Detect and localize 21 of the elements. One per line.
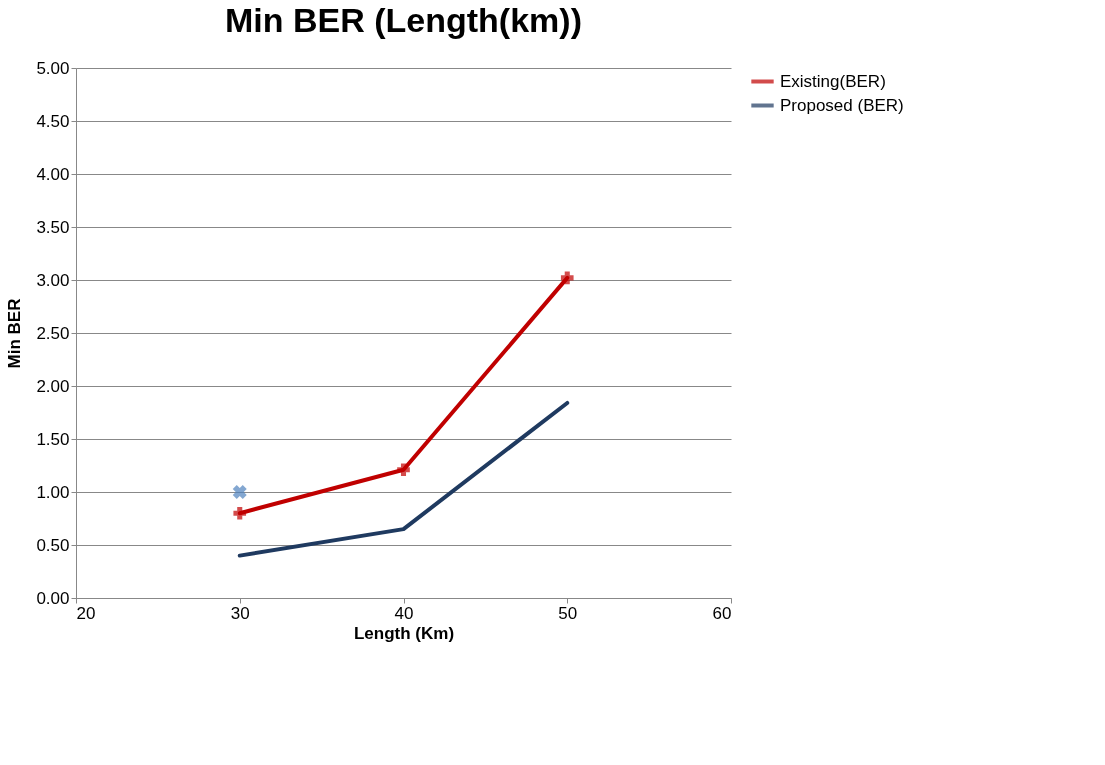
y-tick-label: 3.50 xyxy=(36,217,70,237)
y-tick-label: 1.50 xyxy=(36,429,70,449)
x-tick-label: 20 xyxy=(76,603,96,623)
y-tick-label: 3.00 xyxy=(36,270,70,290)
y-tick-label: 4.00 xyxy=(36,164,70,184)
x-tick-label: 40 xyxy=(394,603,414,623)
y-tick-label: 2.00 xyxy=(36,376,70,396)
x-axis-title: Length (Km) xyxy=(353,623,455,643)
y-tick-label: 1.00 xyxy=(36,482,70,502)
y-tick-label: 0.00 xyxy=(36,588,70,608)
x-tick-label: 60 xyxy=(712,603,732,623)
chart-title: Min BER (Length(km)) xyxy=(225,1,582,39)
y-tick-label: 5.00 xyxy=(36,58,70,78)
x-tick-label: 50 xyxy=(558,603,578,623)
legend-label: Existing(BER) xyxy=(780,71,886,91)
legend-label: Proposed (BER) xyxy=(780,95,904,115)
x-tick-label: 30 xyxy=(230,603,250,623)
y-tick-label: 4.50 xyxy=(36,111,70,131)
y-tick-label: 0.50 xyxy=(36,535,70,555)
y-tick-label: 2.50 xyxy=(36,323,70,343)
y-axis-title: Min BER xyxy=(5,298,25,369)
